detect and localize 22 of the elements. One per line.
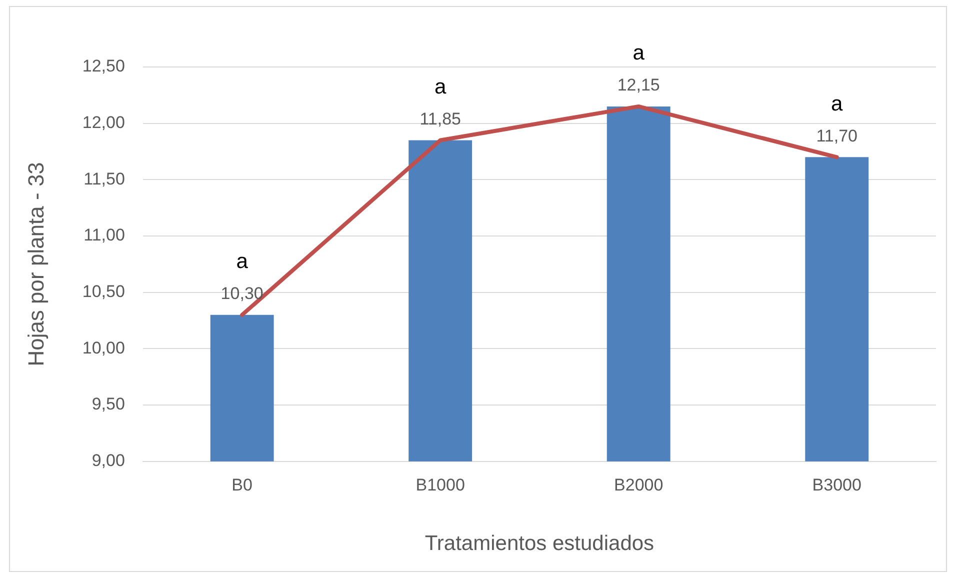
- y-tick-label: 11,50: [84, 169, 125, 188]
- x-tick-label: B3000: [812, 475, 862, 494]
- y-tick-label: 9,50: [92, 394, 125, 414]
- y-tick-label: 10,00: [82, 338, 125, 358]
- x-tick-label: B0: [232, 475, 252, 494]
- y-tick-label: 11,00: [84, 226, 125, 245]
- annotation: a: [236, 250, 248, 274]
- y-axis-title: Hojas por planta - 33: [23, 162, 48, 366]
- x-axis-title: Tratamientos estudiados: [424, 532, 654, 556]
- y-tick-label: 12,50: [82, 56, 125, 76]
- annotation: a: [831, 92, 844, 116]
- text: a: [632, 42, 645, 65]
- x-tick-label: B1000: [416, 475, 465, 494]
- data-label: 11,85: [420, 109, 461, 128]
- y-tick-label: 9,00: [92, 451, 125, 470]
- data-label: 12,15: [617, 76, 660, 95]
- data-label: 10,30: [220, 284, 264, 304]
- x-tick-label: B2000: [614, 475, 664, 494]
- annotation: a: [434, 76, 446, 99]
- data-label: 11,70: [816, 126, 858, 146]
- y-tick-label: 12,00: [82, 113, 125, 132]
- y-tick-label: 10,50: [82, 282, 125, 302]
